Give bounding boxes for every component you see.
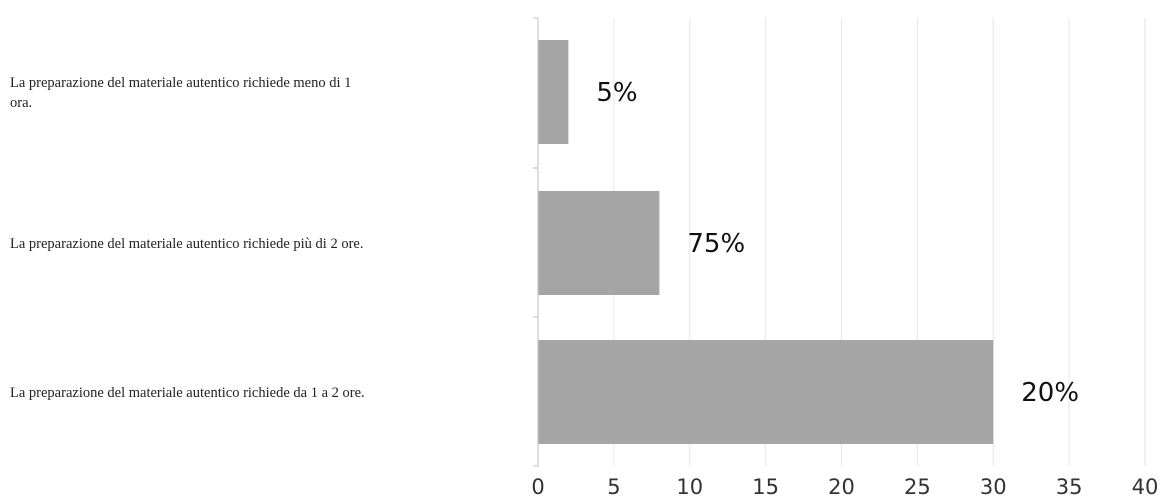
category-label-line: La preparazione del materiale autentico …	[10, 385, 365, 401]
x-tick-label-15: 15	[752, 475, 779, 499]
bar-1	[538, 40, 569, 144]
data-label-2: 75%	[687, 229, 745, 259]
data-label-3: 20%	[1021, 378, 1079, 408]
category-label-line: La preparazione del materiale autentico …	[10, 236, 363, 252]
x-tick-label-40: 40	[1132, 475, 1159, 499]
labels: 0 5 10 15 20 25 30 35 40 5% La preparazione del ma…	[10, 75, 1158, 499]
x-tick-label-20: 20	[828, 475, 855, 499]
x-tick-label-30: 30	[980, 475, 1007, 499]
x-tick-label-35: 35	[1056, 475, 1083, 499]
bar-3	[538, 340, 994, 444]
category-label-2: La preparazione del materiale autentico …	[10, 236, 363, 252]
category-label-line: ora.	[10, 95, 32, 111]
x-tick-label-0: 0	[531, 475, 544, 499]
bars	[538, 40, 994, 444]
x-tick-label-25: 25	[904, 475, 931, 499]
x-tick-label-10: 10	[676, 475, 703, 499]
x-tick-label-5: 5	[607, 475, 620, 499]
gridlines	[613, 18, 1146, 466]
data-label-1: 5%	[596, 78, 637, 108]
category-label-3: La preparazione del materiale autentico …	[10, 385, 365, 401]
category-label-1: La preparazione del materiale autentico …	[10, 75, 351, 111]
category-label-line: La preparazione del materiale autentico …	[10, 75, 351, 91]
axes	[533, 17, 539, 467]
bar-2	[538, 191, 660, 295]
